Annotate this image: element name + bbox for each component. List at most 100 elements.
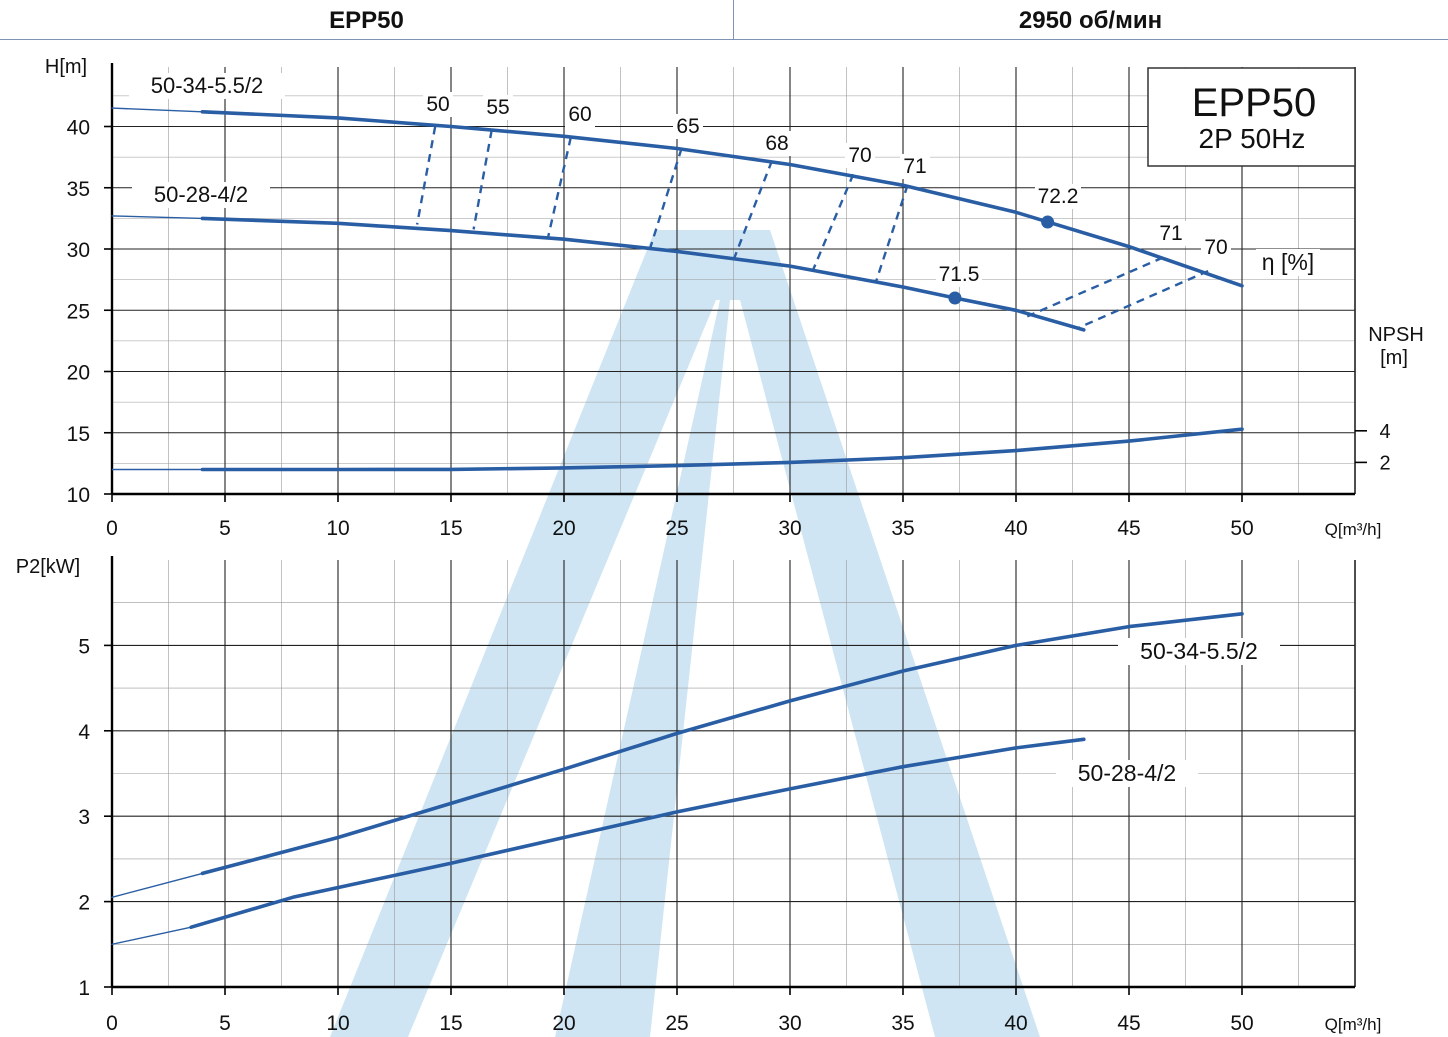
series-label-50-34-5.5-2: 50-34-5.5/2 <box>1140 638 1258 664</box>
npsh-tick-label: 4 <box>1379 421 1390 443</box>
model-badge-box <box>1147 67 1356 167</box>
chart-header: EPP50 2950 об/мин <box>0 0 1448 40</box>
x-tick-label: 35 <box>891 1012 914 1035</box>
y-tick-label: 15 <box>67 423 90 446</box>
efficiency-label: 68 <box>765 132 788 155</box>
x-tick-label: 15 <box>439 517 462 540</box>
efficiency-label: 71 <box>1159 222 1182 245</box>
y-axis-label: P2[kW] <box>16 556 80 578</box>
bep-label: 72.2 <box>1038 185 1079 208</box>
efficiency-label-bg <box>762 131 792 156</box>
model-badge-subtitle: 2P 50Hz <box>1199 123 1306 154</box>
y-tick-label: 40 <box>67 117 90 140</box>
efficiency-label-bg <box>900 154 930 179</box>
watermark-logo <box>330 230 1040 1037</box>
x-tick-label: 50 <box>1230 517 1253 540</box>
x-tick-label: 50 <box>1230 1012 1253 1035</box>
x-tick-label: 45 <box>1117 1012 1140 1035</box>
x-tick-label: 5 <box>219 517 231 540</box>
bep-marker <box>1041 215 1055 229</box>
x-tick-label: 10 <box>326 1012 349 1035</box>
npsh-curve <box>200 427 1244 472</box>
x-tick-label: 25 <box>665 517 688 540</box>
watermark-shape <box>330 230 1040 1037</box>
efficiency-label-bg <box>565 102 595 127</box>
efficiency-label-bg <box>845 143 875 168</box>
header-model: EPP50 <box>0 0 734 40</box>
x-tick-label: 40 <box>1004 517 1027 540</box>
series-label-50-28-4-2: 50-28-4/2 <box>1078 760 1176 786</box>
y-tick-label: 35 <box>67 178 90 201</box>
x-tick-label: 10 <box>326 517 349 540</box>
efficiency-line-65 <box>648 148 683 250</box>
x-tick-label: 30 <box>778 517 801 540</box>
x-axis-label: Q[m³/h] <box>1325 520 1382 539</box>
x-tick-label: 20 <box>552 517 575 540</box>
x-tick-label: 20 <box>552 1012 575 1035</box>
efficiency-line-70 <box>811 173 855 272</box>
efficiency-label-bg <box>483 95 513 120</box>
efficiency-label: 60 <box>568 103 591 126</box>
efficiency-label: 50 <box>426 93 449 116</box>
head-curve-50-28-4-2-extension <box>111 215 204 220</box>
series-label-50-34-5.5-2-bg <box>1118 638 1280 665</box>
model-badge-title: EPP50 <box>1192 81 1317 125</box>
npsh-axis-label-top: NPSH <box>1368 324 1424 346</box>
head-curve-50-34-5.5-2 <box>200 110 1244 288</box>
y-tick-label: 3 <box>78 806 90 829</box>
bep-marker <box>948 291 962 305</box>
head-curve-50-28-4-2 <box>200 216 1086 332</box>
efficiency-axis-label-bg <box>1256 249 1320 276</box>
npsh-axis-label-bottom: [m] <box>1380 347 1408 369</box>
y-tick-label: 5 <box>78 635 90 658</box>
bep-label-bg <box>1035 184 1081 209</box>
y-tick-label: 1 <box>78 977 90 1000</box>
efficiency-label: 65 <box>676 115 699 138</box>
series-label-50-34-5.5-2: 50-34-5.5/2 <box>151 73 264 98</box>
power-curve-50-28-4-2-extension <box>111 926 192 945</box>
y-tick-label: 2 <box>78 892 90 915</box>
x-tick-label: 0 <box>106 1012 118 1035</box>
efficiency-axis-label: η [%] <box>1262 249 1314 275</box>
bep-label-bg <box>936 262 982 287</box>
series-label-50-28-4-2-bg <box>132 182 270 208</box>
efficiency-label-bg <box>1201 235 1231 260</box>
head-curve-50-34-5.5-2-extension <box>111 107 204 113</box>
bep-label: 71.5 <box>939 263 980 286</box>
efficiency-line-71 <box>874 184 909 283</box>
series-label-50-28-4-2-bg <box>1056 760 1198 787</box>
efficiency-line-70 <box>1078 269 1209 329</box>
efficiency-label-bg <box>423 92 453 117</box>
efficiency-line-68 <box>732 160 774 261</box>
x-tick-label: 40 <box>1004 1012 1027 1035</box>
x-tick-label: 15 <box>439 1012 462 1035</box>
y-tick-label: 4 <box>78 721 90 744</box>
x-tick-label: 5 <box>219 1012 231 1035</box>
header-speed: 2950 об/мин <box>1018 7 1163 34</box>
efficiency-line-55 <box>472 129 493 230</box>
y-tick-label: 25 <box>67 300 90 323</box>
y-tick-label: 10 <box>67 484 90 507</box>
efficiency-line-50 <box>415 126 437 225</box>
efficiency-label-bg <box>1156 221 1186 246</box>
efficiency-label: 70 <box>848 144 871 167</box>
model-badge: EPP50 2P 50Hz <box>1147 67 1356 167</box>
x-tick-label: 35 <box>891 517 914 540</box>
power-curve-50-34-5.5-2-extension <box>111 872 204 898</box>
efficiency-line-71 <box>1026 256 1164 318</box>
power-curve-50-28-4-2 <box>189 737 1086 929</box>
efficiency-label: 71 <box>903 155 926 178</box>
efficiency-line-60 <box>547 137 572 238</box>
efficiency-label: 55 <box>486 96 509 119</box>
power-panel: 0 5 10 15 20 25 30 35 40 45 5012345Q[m³/h]P2[kW]50… <box>16 556 1382 1035</box>
power-curve-50-34-5.5-2 <box>200 612 1244 876</box>
series-label-50-34-5.5-2-bg <box>129 73 285 99</box>
npsh-tick-label: 2 <box>1379 452 1390 474</box>
series-label-50-28-4-2: 50-28-4/2 <box>154 182 248 207</box>
y-axis-label: H[m] <box>45 56 87 78</box>
x-axis-label: Q[m³/h] <box>1325 1015 1382 1034</box>
x-tick-label: 25 <box>665 1012 688 1035</box>
efficiency-label: 70 <box>1204 236 1227 259</box>
x-tick-label: 0 <box>106 517 118 540</box>
